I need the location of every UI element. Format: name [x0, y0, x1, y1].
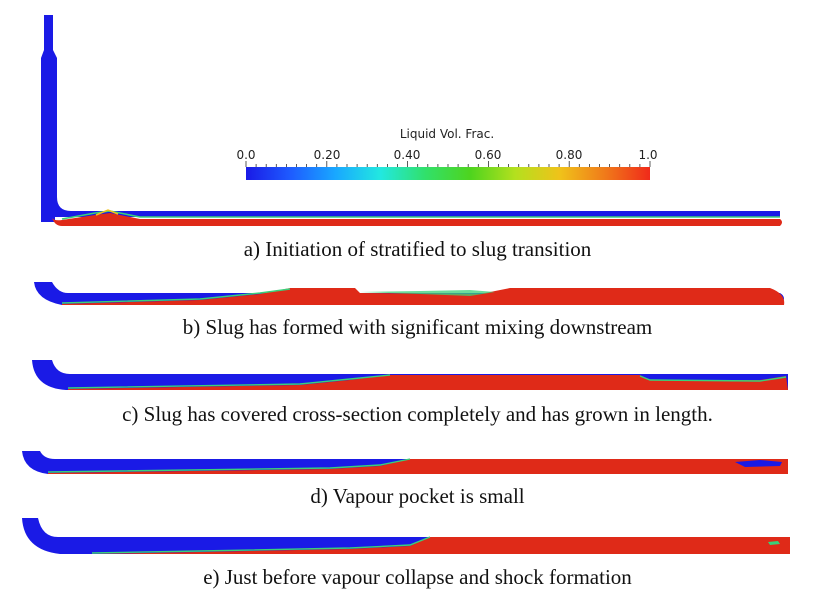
colorbar-ticks: [245, 161, 651, 167]
panel-c-pipe: [32, 360, 788, 390]
panel-e-interface: [91, 536, 431, 554]
panel-d-vapour-pocket: [735, 460, 782, 467]
panel-d-liquid: [48, 459, 788, 474]
panel-e-caption: e) Just before vapour collapse and shock…: [203, 565, 632, 589]
panel-d-caption: d) Vapour pocket is small: [310, 484, 525, 508]
panel-a-pipe: [41, 15, 782, 226]
panel-b-caption: b) Slug has formed with significant mixi…: [182, 315, 653, 339]
panel-b-interface: [61, 288, 291, 304]
panel-a-riser-vapour: [41, 15, 780, 222]
panel-d-pipe: [22, 451, 788, 474]
panel-a-stratified-liquid: [52, 213, 782, 226]
colorbar-tick-label: 0.20: [313, 148, 341, 162]
colorbar: [245, 161, 651, 180]
panel-d-interface: [47, 458, 411, 473]
colorbar-tick-label: 0.80: [555, 148, 583, 162]
colorbar-tick-label: 0.60: [474, 148, 502, 162]
panel-a-wave: [95, 209, 119, 216]
panel-c-caption: c) Slug has covered cross-section comple…: [122, 402, 713, 426]
panel-b-pipe: [34, 282, 785, 305]
panel-b-liquid: [62, 288, 785, 305]
panel-e-vapour-pocket: [768, 541, 780, 545]
panel-e-liquid: [92, 537, 790, 554]
colorbar-tick-label: 0.0: [236, 148, 256, 162]
colorbar-title: Liquid Vol. Frac.: [399, 127, 495, 141]
colorbar-tick-label: 1.0: [638, 148, 658, 162]
panel-c-interface-right: [639, 375, 787, 382]
panel-e-pipe: [22, 518, 790, 554]
panel-b-mixing-zone: [360, 290, 495, 296]
panel-a-interface: [61, 210, 780, 220]
panel-c-liquid: [68, 375, 788, 390]
colorbar-bar: [246, 167, 650, 180]
panel-a-caption: a) Initiation of stratified to slug tran…: [243, 237, 592, 261]
colorbar-tick-label: 0.40: [393, 148, 421, 162]
panel-c-interface-left: [67, 374, 391, 389]
